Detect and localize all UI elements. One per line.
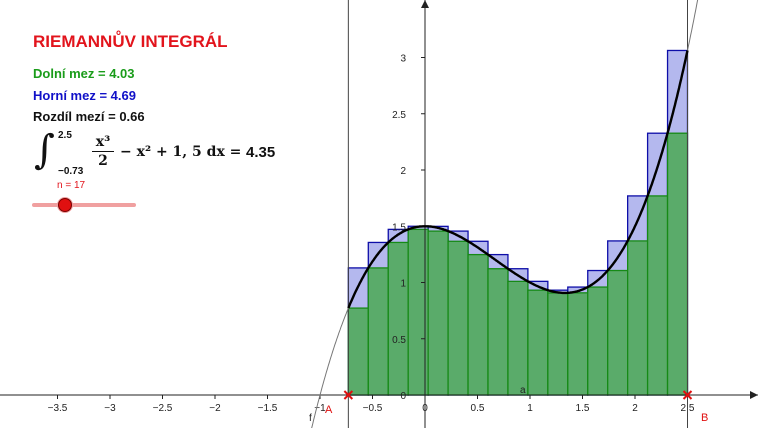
lower-rect	[367, 267, 389, 396]
y-tick-label: 0	[400, 391, 406, 402]
fraction-denominator: 2	[98, 153, 108, 169]
fraction-numerator: x³	[92, 134, 114, 152]
integral-rest: − x² + 1, 5 dx =	[120, 144, 242, 160]
lower-rect	[487, 268, 509, 396]
y-tick-label: 1	[400, 279, 406, 290]
point-a-label: A	[325, 404, 333, 416]
lower-rect	[467, 253, 489, 396]
integral-result: 4.35	[246, 144, 276, 161]
variable-label: a	[520, 385, 526, 396]
lower-sum-text: Dolní mez = 4.03	[33, 66, 135, 81]
n-slider-track[interactable]	[32, 203, 136, 207]
lower-rect	[527, 289, 549, 396]
upper-sum-text: Horní mez = 4.69	[33, 88, 136, 103]
integral-sign: ∫	[34, 127, 55, 173]
integral-formula: ∫ 2.5 −0.73 x³ 2 − x² + 1, 5 dx = 4.35	[30, 128, 320, 186]
integral-upper-limit: 2.5	[58, 130, 72, 141]
y-tick-label: 0.5	[392, 335, 406, 346]
x-tick-label: −2	[209, 403, 221, 414]
point-b-label: B	[701, 412, 708, 424]
lower-rect	[507, 280, 529, 396]
y-tick-label: 2.5	[392, 110, 406, 121]
x-tick-label: 1	[527, 403, 533, 414]
point-b-stroke	[682, 390, 693, 400]
x-tick-label: 1.5	[576, 403, 590, 414]
lower-rect	[347, 307, 369, 396]
lower-rect	[547, 292, 569, 396]
x-tick-label: −0.5	[363, 403, 383, 414]
x-tick-label: −1	[314, 403, 326, 414]
point-a-stroke	[343, 390, 354, 400]
x-axis-arrow	[750, 391, 758, 399]
lower-rect	[587, 286, 609, 396]
difference-text: Rozdíl mezí = 0.66	[33, 109, 145, 124]
x-tick-label: −3.5	[48, 403, 68, 414]
x-tick-label: 0.5	[471, 403, 485, 414]
lower-rect	[447, 240, 469, 396]
slider-label: n = 17	[57, 180, 86, 191]
integral-lower-limit: −0.73	[58, 166, 84, 177]
lower-rect	[646, 195, 669, 396]
x-tick-label: −1.5	[258, 403, 278, 414]
lower-rect	[666, 132, 689, 396]
lower-rect	[607, 269, 629, 396]
interval-markers[interactable]: AB	[325, 390, 708, 424]
info-panel: RIEMANNŮV INTEGRÁL Dolní mez = 4.03 Horn…	[30, 28, 330, 218]
x-tick-label: −3	[104, 403, 116, 414]
lower-rect	[627, 240, 649, 396]
page-title: RIEMANNŮV INTEGRÁL	[33, 32, 228, 51]
n-slider-knob[interactable]	[58, 198, 72, 212]
point-a[interactable]	[343, 390, 354, 400]
curves: fa	[309, 0, 699, 428]
y-axis-arrow	[421, 0, 429, 8]
y-tick-label: 2	[400, 166, 406, 177]
integral-fraction: x³ 2	[92, 134, 114, 169]
lower-rect	[387, 241, 409, 396]
lower-rect	[567, 292, 589, 396]
x-tick-label: −2.5	[153, 403, 173, 414]
point-b[interactable]	[682, 390, 693, 400]
x-tick-label: 0	[422, 403, 428, 414]
y-tick-label: 3	[400, 54, 406, 65]
lower-rectangles	[347, 132, 689, 396]
function-label: f	[309, 413, 312, 424]
x-tick-label: 2	[632, 403, 638, 414]
y-tick-label: 1.5	[392, 222, 406, 233]
function-curve-interval	[347, 50, 689, 309]
ticks: −3.5 −3 −2.5 −2 −1.5 −1 −0.5 0 0.5 1 1.5 2 2.5 0 0.5 1 1…	[48, 54, 695, 415]
lower-rect	[427, 230, 449, 396]
